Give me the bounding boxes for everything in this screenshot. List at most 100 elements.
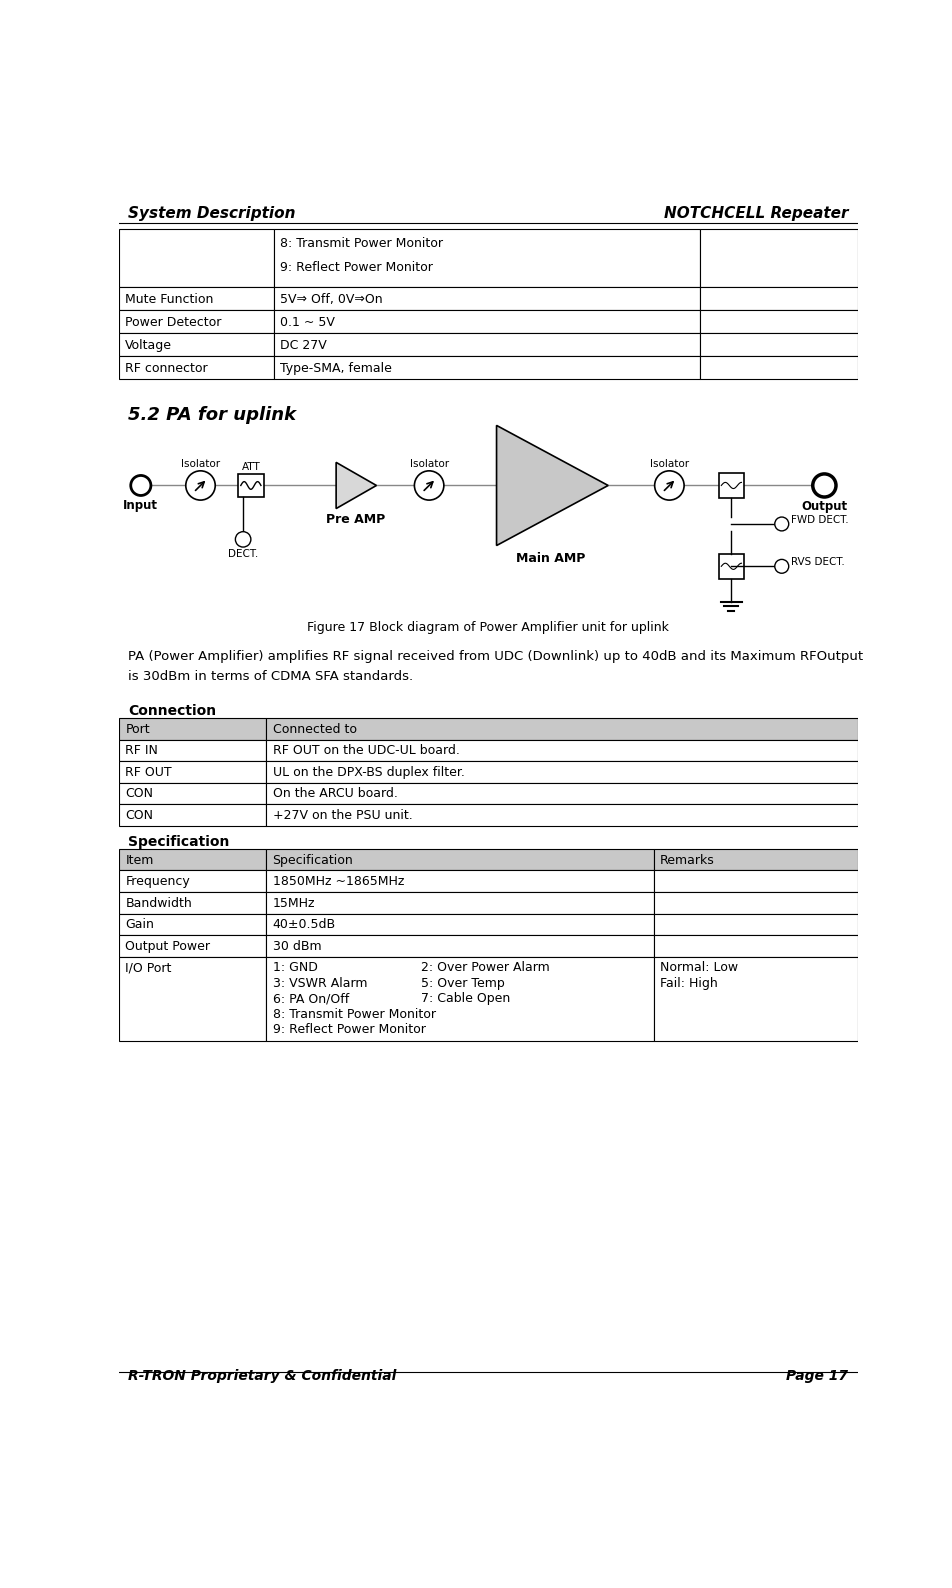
Bar <box>653 870 857 892</box>
Text: 15MHz: 15MHz <box>272 897 315 910</box>
Text: Remarks: Remarks <box>660 853 714 867</box>
Text: 30 dBm: 30 dBm <box>272 940 321 953</box>
Text: FWD DECT.: FWD DECT. <box>790 515 848 526</box>
Text: 9: Reflect Power Monitor: 9: Reflect Power Monitor <box>272 1023 425 1035</box>
Circle shape <box>186 470 215 500</box>
Bar <box>653 913 857 935</box>
Text: Normal: Low: Normal: Low <box>660 961 738 975</box>
Bar <box>274 229 700 287</box>
Text: RF OUT on the UDC-UL board.: RF OUT on the UDC-UL board. <box>272 745 459 757</box>
Text: R-TRON Proprietary & Confidential: R-TRON Proprietary & Confidential <box>129 1369 396 1383</box>
Bar <box>267 956 653 1042</box>
Polygon shape <box>496 426 607 546</box>
Text: 8: Transmit Power Monitor: 8: Transmit Power Monitor <box>272 1007 435 1021</box>
Bar <box>119 333 274 356</box>
Text: 7: Cable Open: 7: Cable Open <box>421 992 510 1005</box>
Text: 8: Transmit Power Monitor: 8: Transmit Power Monitor <box>280 237 443 249</box>
Bar <box>119 718 267 740</box>
Bar <box>267 892 653 913</box>
Bar <box>119 356 274 380</box>
Text: Isolator: Isolator <box>409 459 448 470</box>
Text: 1850MHz ~1865MHz: 1850MHz ~1865MHz <box>272 875 404 888</box>
Bar <box>267 913 653 935</box>
Text: DC 27V: DC 27V <box>280 340 327 353</box>
Bar <box>119 850 267 870</box>
Bar <box>119 804 267 826</box>
Text: Specification: Specification <box>272 853 353 867</box>
Bar <box>119 740 267 761</box>
Text: Input: Input <box>123 499 158 511</box>
Text: 3: VSWR Alarm: 3: VSWR Alarm <box>272 977 367 989</box>
Text: Gain: Gain <box>126 918 154 931</box>
Text: CON: CON <box>126 808 153 823</box>
Text: 1: GND: 1: GND <box>272 961 317 975</box>
Text: Output Power: Output Power <box>126 940 210 953</box>
Text: Specification: Specification <box>129 835 229 850</box>
Bar <box>119 935 267 956</box>
Text: UL on the DPX-BS duplex filter.: UL on the DPX-BS duplex filter. <box>272 765 464 778</box>
Text: Connected to: Connected to <box>272 723 356 735</box>
Bar <box>119 229 274 287</box>
Bar <box>119 310 274 333</box>
Text: PA (Power Amplifier) amplifies RF signal received from UDC (Downlink) up to 40dB: PA (Power Amplifier) amplifies RF signal… <box>129 649 863 664</box>
Circle shape <box>130 475 150 495</box>
Text: is 30dBm in terms of CDMA SFA standards.: is 30dBm in terms of CDMA SFA standards. <box>129 670 413 683</box>
Bar <box>119 783 267 804</box>
Text: Voltage: Voltage <box>126 340 172 353</box>
Text: RF OUT: RF OUT <box>126 765 171 778</box>
Text: 40±0.5dB: 40±0.5dB <box>272 918 335 931</box>
Text: Main AMP: Main AMP <box>516 551 585 565</box>
Bar <box>119 870 267 892</box>
Text: 5.2 PA for uplink: 5.2 PA for uplink <box>129 407 296 424</box>
Text: Fail: High: Fail: High <box>660 977 717 989</box>
Bar <box>700 356 857 380</box>
Bar <box>700 333 857 356</box>
Text: Item: Item <box>126 853 153 867</box>
Bar <box>700 229 857 287</box>
Text: RVS DECT.: RVS DECT. <box>790 557 843 567</box>
Text: Page 17: Page 17 <box>785 1369 847 1383</box>
Circle shape <box>654 470 684 500</box>
Bar <box>718 554 743 578</box>
Bar <box>653 892 857 913</box>
Text: Bandwidth: Bandwidth <box>126 897 192 910</box>
Text: DECT.: DECT. <box>228 548 258 559</box>
Text: Figure 17 Block diagram of Power Amplifier unit for uplink: Figure 17 Block diagram of Power Amplifi… <box>307 621 668 634</box>
Bar <box>267 804 857 826</box>
Bar <box>267 870 653 892</box>
Bar <box>700 310 857 333</box>
Text: CON: CON <box>126 788 153 800</box>
Text: Type-SMA, female: Type-SMA, female <box>280 362 392 375</box>
Text: 6: PA On/Off: 6: PA On/Off <box>272 992 348 1005</box>
Bar <box>267 718 857 740</box>
Bar <box>274 333 700 356</box>
Bar <box>237 473 264 497</box>
Circle shape <box>235 532 250 548</box>
Text: System Description: System Description <box>129 206 296 221</box>
Bar <box>119 913 267 935</box>
Circle shape <box>774 518 788 530</box>
Circle shape <box>774 559 788 573</box>
Bar <box>653 956 857 1042</box>
Bar <box>718 473 743 497</box>
Text: ATT: ATT <box>241 462 260 472</box>
Bar <box>274 310 700 333</box>
Text: Output: Output <box>801 500 846 513</box>
Text: I/O Port: I/O Port <box>126 961 171 975</box>
Bar <box>267 740 857 761</box>
Text: 2: Over Power Alarm: 2: Over Power Alarm <box>421 961 549 975</box>
Text: 5V⇒ Off, 0V⇒On: 5V⇒ Off, 0V⇒On <box>280 292 383 306</box>
Bar <box>700 287 857 310</box>
Bar <box>653 850 857 870</box>
Text: 5: Over Temp: 5: Over Temp <box>421 977 505 989</box>
Bar <box>274 287 700 310</box>
Text: Connection: Connection <box>129 703 216 718</box>
Text: Isolator: Isolator <box>181 459 220 470</box>
Text: RF IN: RF IN <box>126 745 158 757</box>
Text: 9: Reflect Power Monitor: 9: Reflect Power Monitor <box>280 262 433 275</box>
Bar <box>119 287 274 310</box>
Text: Mute Function: Mute Function <box>126 292 213 306</box>
Bar <box>267 783 857 804</box>
Text: 0.1 ~ 5V: 0.1 ~ 5V <box>280 316 335 329</box>
Bar <box>119 892 267 913</box>
